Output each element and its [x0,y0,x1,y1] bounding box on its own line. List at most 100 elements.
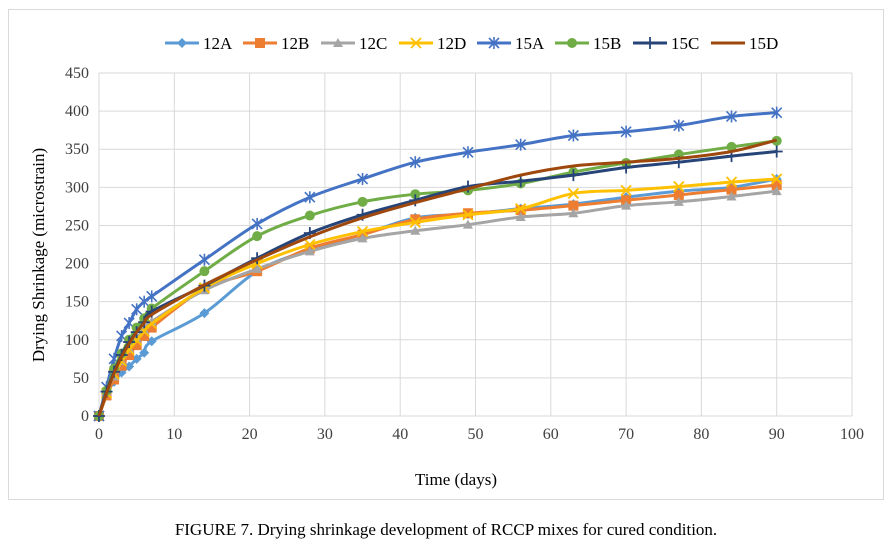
series-12c-point [410,225,421,235]
legend-item-15a: 15A [477,34,545,53]
x-tick-label: 0 [95,426,103,443]
series-12a [94,173,782,421]
series-15a-point [771,106,783,119]
x-tick-label: 40 [392,426,408,443]
series-12c-point [462,219,473,229]
y-tick-label: 100 [65,332,89,349]
y-tick-label: 450 [65,65,89,82]
x-tick-label: 10 [166,426,182,443]
series-12c-point [252,263,263,273]
series-15a-point [198,253,210,266]
series-12d [93,173,783,422]
chart-frame: 0 50 100 150 200 250 300 350 400 450 0 10 20 30 40 50 60… [8,9,884,500]
series-15a-point [409,156,421,169]
series-12a-point [146,336,157,347]
series-12a-point [199,308,210,319]
series-15b-point [726,141,737,152]
series-12b-point [139,330,150,341]
series-12d-point [673,180,685,193]
series-12c-point [673,196,684,206]
series-12d-point-stroke [409,216,421,229]
series-15c-point [514,175,527,188]
legend-item-15c: 15C [633,34,699,53]
series-12d-point [462,209,474,221]
legend-item-12b-marker [255,38,265,48]
series-12c-point [304,246,315,256]
series-15a-point [356,172,369,185]
series-15a-point [725,110,738,123]
series-12c-point [515,212,526,222]
series-12b-point [568,200,579,211]
series-12d-point-stroke [567,187,580,200]
series-12b-point [462,208,473,219]
series-15d [97,138,778,417]
x-tick-label: 90 [769,426,785,443]
series-15a-point [673,119,685,132]
series-12c-line [97,189,777,417]
x-tick-label: 80 [693,426,709,443]
series-12b-point [726,184,737,195]
x-tick-label: 100 [840,426,864,443]
x-tick-label: 60 [543,426,559,443]
series-15a-point [138,295,150,308]
series-12d-point [356,225,369,238]
series-12c-point [621,200,632,210]
series-15b-point [304,210,315,221]
legend-item-12c: 12C [321,34,387,53]
series-15a-point [567,129,579,142]
y-tick-label: 400 [65,103,89,120]
series-15b-point [357,196,368,207]
series-12d-point [409,216,421,229]
legend-item-12a: 12A [165,34,233,53]
series-12b [94,180,782,421]
legend-item-12d: 12D [399,34,466,53]
series-12c-point [357,233,368,243]
series-12c-point [726,191,737,201]
y-axis-title: Drying Shrinkage (microstrain) [29,148,48,362]
series-12a-line [97,177,777,417]
series-12d-point-stroke [673,180,685,193]
series-15a [93,106,783,422]
x-tick-label: 50 [468,426,484,443]
series-12b-point [410,214,421,225]
series-15c-point [567,169,580,182]
series-12b-point [146,322,157,333]
series-12d-point [304,238,316,251]
legend-item-12d-marker-stroke [410,37,422,49]
legend-item-12a-label: 12A [203,34,233,53]
x-tick-label: 30 [317,426,333,443]
series-12d-point [771,173,783,185]
series-15a-point [304,191,316,204]
y-tick-label: 350 [65,141,89,158]
series-12b-point [116,360,127,371]
legend-item-15d: 15D [711,34,778,53]
series-12b-point [124,350,135,361]
legend-item-15d-label: 15D [749,34,778,53]
series-12c-point [568,208,579,218]
series-12c [94,186,782,420]
series-12d-point-stroke [146,318,158,330]
series-15a-point [515,138,527,151]
series-12b-point [673,189,684,200]
series-12d-point-stroke [515,203,527,215]
y-tick-label: 200 [65,256,89,273]
legend-item-15a-marker [488,37,500,49]
y-tick-label: 50 [73,370,89,387]
legend-item-15c-marker [644,37,656,49]
series-15a-point [251,217,263,230]
series-15b-point [410,189,421,200]
x-tick-label: 70 [618,426,634,443]
series-12d-point-stroke [356,225,369,238]
series-12a-point [124,361,135,372]
series-12b-point [621,195,632,206]
y-tick-label: 250 [65,217,89,234]
legend-item-15a-label: 15A [515,34,545,53]
series-12d-point [567,187,580,200]
y-tick-label: 0 [81,408,89,425]
legend-item-12c-marker [333,38,343,47]
legend-item-12d-marker [410,37,422,49]
legend-item-12b-label: 12B [281,34,309,53]
series-15b-point [199,266,210,277]
axis-layer: 0 50 100 150 200 250 300 350 400 450 0 10 20 30 40 50 60… [65,65,864,443]
series-15a-point [620,125,632,138]
